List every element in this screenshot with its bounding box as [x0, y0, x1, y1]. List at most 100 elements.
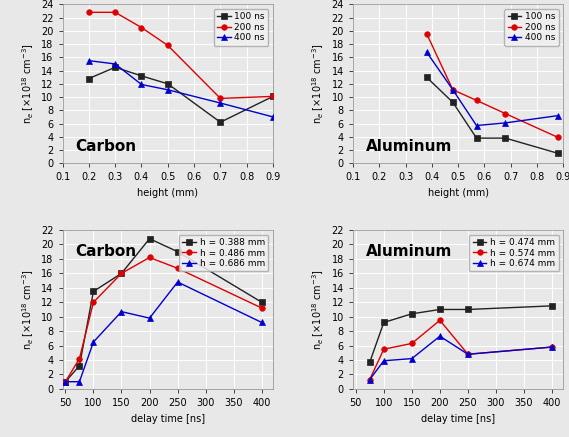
200 ns [555, 135, 562, 140]
100 ns [112, 65, 118, 70]
h = 0.674 mm [366, 377, 373, 382]
Line: h = 0.388 mm: h = 0.388 mm [63, 236, 265, 385]
400 ns [85, 58, 92, 63]
Line: h = 0.686 mm: h = 0.686 mm [63, 279, 265, 385]
200 ns [450, 87, 456, 92]
h = 0.574 mm [464, 352, 471, 357]
200 ns [164, 43, 171, 48]
h = 0.474 mm [436, 307, 443, 312]
Line: 400 ns: 400 ns [424, 49, 561, 128]
400 ns [450, 87, 456, 92]
h = 0.686 mm [258, 320, 265, 325]
400 ns [473, 123, 480, 128]
h = 0.574 mm [366, 377, 373, 382]
Line: 400 ns: 400 ns [86, 58, 276, 120]
Line: h = 0.574 mm: h = 0.574 mm [367, 318, 555, 382]
Text: Carbon: Carbon [75, 139, 137, 154]
100 ns [502, 135, 509, 141]
400 ns [555, 113, 562, 118]
h = 0.486 mm [76, 356, 83, 361]
Legend: h = 0.474 mm, h = 0.574 mm, h = 0.674 mm: h = 0.474 mm, h = 0.574 mm, h = 0.674 mm [469, 235, 559, 271]
h = 0.388 mm [146, 236, 153, 241]
h = 0.486 mm [174, 266, 181, 271]
200 ns [85, 10, 92, 15]
Line: h = 0.474 mm: h = 0.474 mm [367, 303, 555, 365]
h = 0.574 mm [436, 318, 443, 323]
100 ns [555, 151, 562, 156]
Legend: h = 0.388 mm, h = 0.486 mm, h = 0.686 mm: h = 0.388 mm, h = 0.486 mm, h = 0.686 mm [179, 235, 269, 271]
Line: 100 ns: 100 ns [424, 74, 561, 156]
200 ns [270, 94, 277, 99]
X-axis label: height (mm): height (mm) [137, 188, 198, 198]
100 ns [450, 100, 456, 105]
h = 0.674 mm [549, 344, 555, 350]
h = 0.686 mm [146, 316, 153, 321]
200 ns [473, 98, 480, 103]
Line: 100 ns: 100 ns [86, 65, 276, 125]
X-axis label: delay time [ns]: delay time [ns] [131, 413, 205, 423]
h = 0.486 mm [90, 300, 97, 305]
Y-axis label: n$_e$ [$\times$10$^{18}$ cm$^{-3}$]: n$_e$ [$\times$10$^{18}$ cm$^{-3}$] [20, 269, 35, 350]
h = 0.574 mm [380, 347, 387, 352]
Text: Aluminum: Aluminum [365, 139, 452, 154]
h = 0.388 mm [62, 379, 69, 384]
200 ns [217, 96, 224, 101]
h = 0.686 mm [118, 309, 125, 314]
h = 0.674 mm [409, 356, 415, 361]
h = 0.474 mm [366, 360, 373, 365]
h = 0.674 mm [464, 352, 471, 357]
100 ns [164, 81, 171, 87]
h = 0.388 mm [118, 271, 125, 276]
h = 0.474 mm [549, 303, 555, 309]
100 ns [423, 75, 430, 80]
X-axis label: height (mm): height (mm) [428, 188, 489, 198]
100 ns [85, 76, 92, 81]
Line: h = 0.486 mm: h = 0.486 mm [63, 255, 265, 385]
Text: Carbon: Carbon [75, 243, 137, 259]
h = 0.388 mm [258, 300, 265, 305]
h = 0.474 mm [464, 307, 471, 312]
400 ns [502, 120, 509, 125]
h = 0.486 mm [258, 305, 265, 311]
400 ns [138, 82, 145, 87]
Y-axis label: n$_e$ [$\times$10$^{18}$ cm$^{-3}$]: n$_e$ [$\times$10$^{18}$ cm$^{-3}$] [310, 43, 326, 124]
h = 0.486 mm [118, 271, 125, 276]
h = 0.474 mm [380, 320, 387, 325]
Legend: 100 ns, 200 ns, 400 ns: 100 ns, 200 ns, 400 ns [504, 9, 559, 46]
Y-axis label: n$_e$ [$\times$10$^{18}$ cm$^{-3}$]: n$_e$ [$\times$10$^{18}$ cm$^{-3}$] [20, 43, 35, 124]
h = 0.674 mm [436, 333, 443, 339]
h = 0.486 mm [146, 255, 153, 260]
Line: h = 0.674 mm: h = 0.674 mm [367, 333, 555, 382]
Line: 200 ns: 200 ns [86, 10, 276, 101]
100 ns [473, 135, 480, 141]
h = 0.674 mm [380, 358, 387, 364]
200 ns [423, 31, 430, 36]
h = 0.474 mm [409, 311, 415, 316]
100 ns [138, 73, 145, 79]
400 ns [217, 101, 224, 106]
h = 0.686 mm [90, 340, 97, 345]
h = 0.486 mm [62, 379, 69, 384]
200 ns [502, 111, 509, 116]
100 ns [217, 120, 224, 125]
400 ns [270, 114, 277, 120]
h = 0.574 mm [549, 344, 555, 350]
h = 0.686 mm [174, 279, 181, 284]
400 ns [112, 61, 118, 66]
Line: 200 ns: 200 ns [424, 31, 561, 140]
h = 0.686 mm [62, 379, 69, 384]
Y-axis label: n$_e$ [$\times$10$^{18}$ cm$^{-3}$]: n$_e$ [$\times$10$^{18}$ cm$^{-3}$] [310, 269, 326, 350]
h = 0.574 mm [409, 341, 415, 346]
400 ns [164, 87, 171, 92]
h = 0.388 mm [76, 363, 83, 368]
Text: Aluminum: Aluminum [365, 243, 452, 259]
h = 0.388 mm [90, 289, 97, 294]
h = 0.388 mm [174, 249, 181, 254]
Legend: 100 ns, 200 ns, 400 ns: 100 ns, 200 ns, 400 ns [213, 9, 269, 46]
200 ns [138, 25, 145, 30]
400 ns [423, 49, 430, 55]
100 ns [270, 94, 277, 99]
X-axis label: delay time [ns]: delay time [ns] [421, 413, 495, 423]
h = 0.686 mm [76, 379, 83, 384]
200 ns [112, 10, 118, 15]
